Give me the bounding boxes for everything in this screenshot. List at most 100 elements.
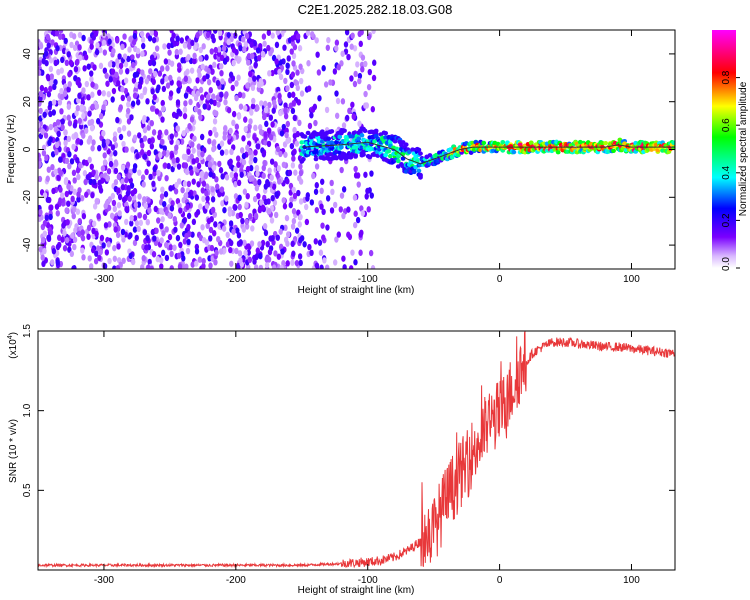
spectrogram-cell [107, 38, 112, 45]
spectrogram-cell [371, 30, 376, 35]
spectrogram-cell [183, 75, 188, 82]
spectrogram-cell [114, 71, 119, 78]
colorbar-ticks: 0.0 0.2 0.4 0.6 0.8 [721, 70, 740, 271]
spectrogram-cell [137, 212, 143, 219]
spectrogram-cell [186, 148, 191, 155]
spectrogram-cell [38, 90, 44, 98]
spectrogram-cell [132, 226, 138, 233]
spectrogram-cell [71, 33, 77, 40]
spectrogram-cell [224, 195, 229, 202]
snr-x-tick-label: 0 [497, 575, 503, 586]
spectrogram-cell [259, 199, 264, 206]
spectrogram-cell [309, 112, 314, 119]
spectrogram-cell [219, 186, 225, 193]
spectrogram-cell [307, 122, 313, 130]
spectrogram-cell [277, 92, 282, 100]
spectrogram-cell [251, 97, 256, 105]
spectrogram-cell [258, 78, 263, 85]
spectrogram-cell [106, 204, 112, 212]
spectrogram-cell [113, 215, 118, 223]
spectrogram-cell [269, 174, 274, 181]
spectrogram-cell [147, 59, 153, 67]
spectrogram-cell [173, 131, 179, 138]
spectrogram-cell [222, 206, 227, 214]
spectrogram-cell [229, 171, 234, 179]
spectrogram-cell [337, 134, 343, 140]
spectrogram-cell [192, 52, 197, 60]
spectrogram-cell [300, 157, 306, 162]
spectrogram-cell [149, 120, 155, 127]
spectrogram-cell [48, 100, 53, 108]
spectrogram-cell [147, 35, 153, 42]
spectrogram-cell [164, 254, 170, 262]
spectrogram-cell [302, 134, 308, 139]
spectrogram-cell [163, 241, 169, 249]
spectrogram-cell [306, 85, 312, 92]
spectrogram-cell [275, 234, 281, 241]
spectrogram-cell [201, 263, 206, 269]
spectrogram-cell [140, 69, 145, 76]
spectrogram-cell [241, 135, 246, 142]
spectrogram-cell [130, 54, 135, 61]
spectrogram-cell [285, 62, 290, 69]
spectrogram-cell [212, 230, 217, 237]
spectrogram-cell [90, 91, 95, 98]
spectrogram-cell [145, 218, 151, 226]
spectrogram-cell [178, 207, 183, 214]
spectrogram-cell [217, 30, 223, 37]
spectrogram-cell [367, 68, 372, 76]
spectrogram-cell [175, 125, 180, 132]
spectrogram-cell [71, 143, 76, 151]
spectrogram-cell [253, 149, 258, 156]
colorbar-tick-label: 0.8 [721, 70, 732, 84]
spectrogram-cell [146, 197, 151, 204]
spectrogram-cell [77, 92, 82, 99]
spectrogram-cell [236, 179, 242, 187]
spectrogram-cell [313, 156, 319, 162]
spectrogram-cell [67, 151, 72, 158]
spectrogram-cell [168, 244, 173, 251]
spectrogram-cell [73, 65, 79, 73]
spectrogram-cell [237, 91, 243, 99]
spectrogram-cell [281, 30, 287, 34]
spectrogram-cell [127, 195, 132, 202]
spectrogram-cell [142, 86, 148, 93]
spectrogram-cell [115, 37, 120, 44]
spectrogram-cell [252, 134, 257, 141]
spectrogram-cell [50, 151, 56, 158]
spectrogram-cell [121, 140, 126, 148]
spectrogram-cell [118, 133, 124, 141]
spectrogram-cell [55, 45, 60, 52]
spectrogram-cell [137, 83, 143, 90]
spectrogram-cell [159, 263, 164, 269]
spectrogram-cell [355, 61, 360, 68]
spectrogram-cell [89, 70, 94, 77]
spectrogram-cell [360, 54, 366, 61]
spectrogram-cell [282, 203, 288, 210]
spectrogram-cell [42, 230, 48, 237]
spectrogram-cell [338, 145, 344, 150]
spectrogram-cell [151, 129, 157, 136]
spectrogram-cell [181, 255, 186, 262]
spectrogram-cell [139, 30, 145, 38]
spectrogram-cell [77, 117, 83, 125]
spectrogram-cell [270, 32, 275, 39]
spectrogram-cell [135, 99, 141, 106]
spectrogram-cell [194, 194, 200, 201]
spectrogram-cell [38, 59, 42, 67]
spectrogram-cell [92, 203, 98, 210]
spectrogram-cell [194, 248, 200, 255]
spectrogram-cell [259, 100, 264, 107]
spectrogram-cell [191, 158, 196, 165]
spectrogram-cell [144, 168, 149, 176]
spectrogram-cell [292, 114, 297, 122]
spectrogram-cell [51, 109, 57, 116]
spectrogram-cell [241, 226, 246, 233]
spectrogram-cell [122, 53, 128, 60]
spectrogram-cell [75, 79, 80, 86]
spectrogram-cell [86, 138, 92, 145]
spectrogram-cell [146, 264, 151, 269]
spectrogram-cell [319, 187, 324, 195]
spectrogram-cell [67, 163, 72, 170]
spectrogram-cell [186, 223, 191, 231]
